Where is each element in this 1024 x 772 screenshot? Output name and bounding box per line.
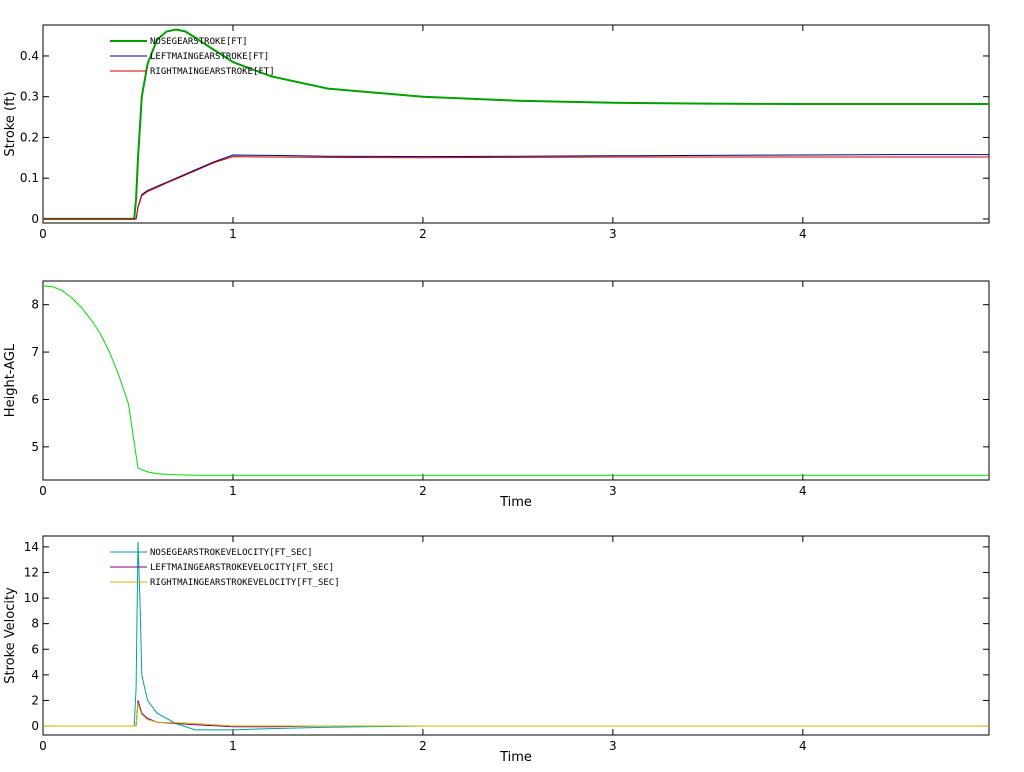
y-axis-label: Stroke Velocity [3, 587, 18, 684]
legend-label: NOSEGEARSTROKEVELOCITY[FT_SEC] [150, 548, 313, 558]
y-tick-label: 12 [24, 565, 39, 579]
legend-label: RIGHTMAINGEARSTROKE[FT] [150, 67, 275, 77]
x-tick-label: 2 [419, 739, 427, 753]
x-tick-label: 4 [799, 484, 807, 498]
y-tick-label: 0.1 [20, 171, 39, 185]
legend-label: RIGHTMAINGEARSTROKEVELOCITY[FT_SEC] [150, 578, 340, 588]
plot-frame [42, 535, 990, 736]
x-tick-label: 0 [39, 739, 47, 753]
x-axis-label: Time [499, 750, 532, 765]
legend-label: LEFTMAINGEARSTROKE[FT] [150, 52, 269, 62]
x-tick-label: 0 [39, 227, 47, 241]
legend-label: NOSEGEARSTROKE[FT] [150, 37, 248, 47]
y-tick-label: 8 [31, 617, 39, 631]
x-tick-label: 0 [39, 484, 47, 498]
y-tick-label: 0 [31, 719, 39, 733]
x-tick-label: 4 [799, 227, 807, 241]
y-axis-label: Height-AGL [3, 343, 18, 417]
x-tick-label: 1 [229, 739, 237, 753]
y-axis-label: Stroke (ft) [3, 91, 18, 156]
y-tick-label: 5 [31, 440, 39, 454]
y-tick-label: 6 [31, 642, 39, 656]
y-tick-label: 0 [31, 212, 39, 226]
y-tick-label: 14 [24, 540, 39, 554]
y-tick-label: 10 [24, 591, 39, 605]
y-tick-label: 6 [31, 392, 39, 406]
series-line [43, 156, 989, 220]
x-tick-label: 2 [419, 227, 427, 241]
plot-frame [42, 280, 990, 481]
plot-frame [42, 24, 990, 224]
x-tick-label: 3 [609, 739, 617, 753]
legend-label: LEFTMAINGEARSTROKEVELOCITY[FT_SEC] [150, 563, 334, 573]
x-tick-label: 1 [229, 227, 237, 241]
x-tick-label: 3 [609, 227, 617, 241]
x-tick-label: 3 [609, 484, 617, 498]
series-line [43, 702, 989, 727]
x-tick-label: 1 [229, 484, 237, 498]
y-tick-label: 0.4 [20, 49, 39, 63]
x-tick-label: 2 [419, 484, 427, 498]
y-tick-label: 0.2 [20, 130, 39, 144]
x-axis-label: Time [499, 495, 532, 510]
y-tick-label: 2 [31, 693, 39, 707]
x-tick-label: 4 [799, 739, 807, 753]
series-line [43, 28, 989, 220]
series-line [43, 154, 989, 220]
y-tick-label: 0.3 [20, 90, 39, 104]
y-tick-label: 4 [31, 668, 39, 682]
y-tick-label: 7 [31, 345, 39, 359]
y-tick-label: 8 [31, 298, 39, 312]
series-line [43, 285, 989, 476]
